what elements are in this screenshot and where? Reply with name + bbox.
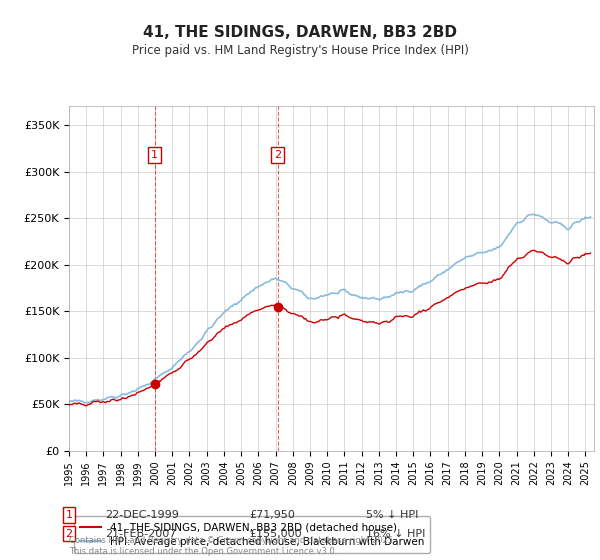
Text: 22-DEC-1999: 22-DEC-1999 xyxy=(105,510,179,520)
Text: 16% ↓ HPI: 16% ↓ HPI xyxy=(366,529,425,539)
Text: 2: 2 xyxy=(65,529,73,539)
Text: 1: 1 xyxy=(151,150,158,160)
Text: 1: 1 xyxy=(65,510,73,520)
Text: Contains HM Land Registry data © Crown copyright and database right 2025.
This d: Contains HM Land Registry data © Crown c… xyxy=(69,536,395,556)
Text: 5% ↓ HPI: 5% ↓ HPI xyxy=(366,510,418,520)
Text: £71,950: £71,950 xyxy=(249,510,295,520)
Text: 2: 2 xyxy=(274,150,281,160)
Text: 21-FEB-2007: 21-FEB-2007 xyxy=(105,529,176,539)
Legend: 41, THE SIDINGS, DARWEN, BB3 2BD (detached house), HPI: Average price, detached : 41, THE SIDINGS, DARWEN, BB3 2BD (detach… xyxy=(74,516,430,553)
Text: £155,000: £155,000 xyxy=(249,529,302,539)
Text: Price paid vs. HM Land Registry's House Price Index (HPI): Price paid vs. HM Land Registry's House … xyxy=(131,44,469,57)
Text: 41, THE SIDINGS, DARWEN, BB3 2BD: 41, THE SIDINGS, DARWEN, BB3 2BD xyxy=(143,25,457,40)
